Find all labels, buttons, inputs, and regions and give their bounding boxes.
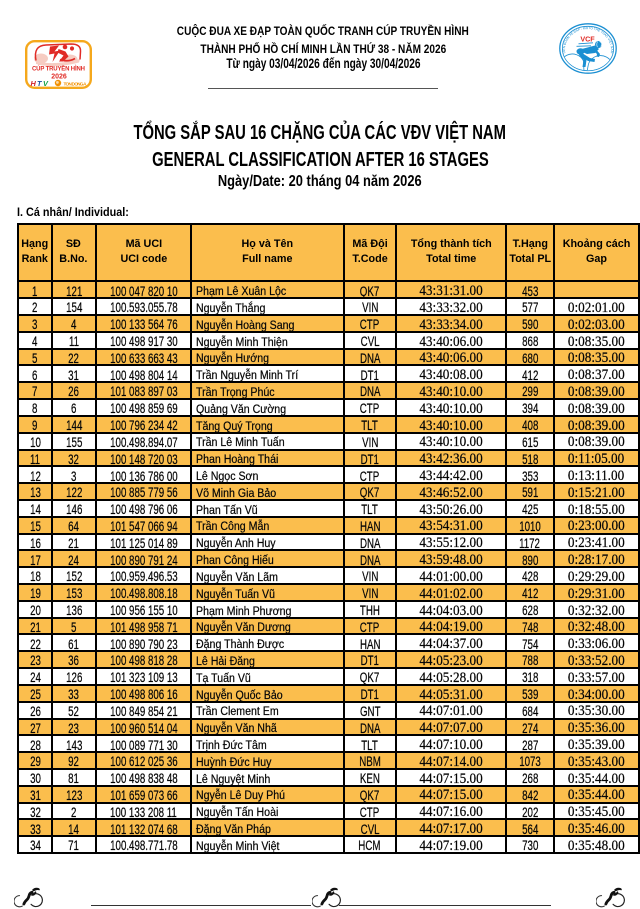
svg-text:CÚP TRUYỀN HÌNH: CÚP TRUYỀN HÌNH	[32, 64, 85, 72]
svg-text:V: V	[43, 79, 49, 88]
svg-text:VCF: VCF	[580, 35, 595, 44]
svg-text:H: H	[31, 79, 37, 88]
svg-text:TON DONG A: TON DONG A	[64, 81, 88, 86]
svg-text:2026: 2026	[51, 73, 67, 80]
svg-text:T: T	[37, 79, 43, 88]
